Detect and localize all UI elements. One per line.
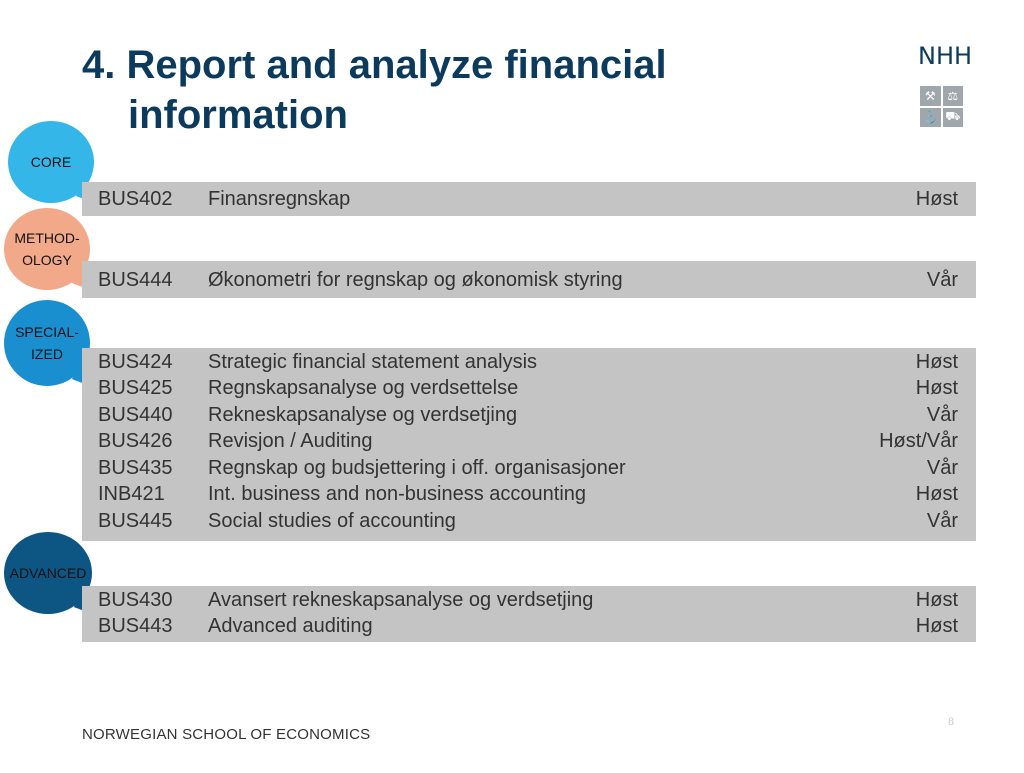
course-term: Høst (915, 377, 958, 400)
course-row: INB421 Int. business and non-business ac… (82, 482, 976, 509)
course-row: BUS430 Avansert rekneskapsanalyse og ver… (82, 587, 976, 614)
category-label-specialized: SPECIAL- IZED (15, 324, 79, 362)
course-code: BUS430 (98, 588, 173, 611)
vehicle-icon: ⛟ (942, 107, 963, 127)
course-row: BUS402 Finansregnskap Høst (82, 186, 976, 213)
course-code: BUS402 (98, 187, 173, 210)
nhh-logo-text: NHH (918, 42, 973, 70)
course-name: Advanced auditing (208, 615, 373, 638)
course-row: BUS445 Social studies of accounting Vår (82, 508, 976, 535)
course-name: Rekneskapsanalyse og verdsetjing (208, 403, 518, 426)
course-code: BUS445 (98, 509, 173, 532)
course-name: Social studies of accounting (208, 509, 456, 532)
course-row: BUS444 Økonometri for regnskap og økonom… (82, 267, 976, 294)
nhh-logo-emblem: ⚒ ⚖ ⚓ ⛟ (920, 86, 963, 127)
course-code: BUS443 (98, 615, 173, 638)
course-row: BUS424 Strategic financial statement ana… (82, 349, 976, 376)
course-band-specialized: BUS424 Strategic financial statement ana… (82, 348, 976, 541)
course-row: BUS443 Advanced auditing Høst (82, 614, 976, 641)
course-code: BUS425 (98, 377, 173, 400)
course-name: Revisjon / Auditing (208, 430, 373, 453)
course-name: Strategic financial statement analysis (208, 350, 538, 373)
course-term: Vår (926, 268, 958, 291)
course-code: BUS440 (98, 403, 173, 426)
course-band-advanced: BUS430 Avansert rekneskapsanalyse og ver… (82, 586, 976, 642)
course-band-core: BUS402 Finansregnskap Høst (82, 182, 976, 216)
course-term: Høst (915, 483, 958, 506)
course-code: INB421 (98, 483, 165, 506)
footer-school-name: NORWEGIAN SCHOOL OF ECONOMICS (82, 726, 371, 743)
category-bubble-specialized: SPECIAL- IZED (4, 300, 90, 386)
course-term: Høst (915, 187, 958, 210)
course-name: Økonometri for regnskap og økonomisk sty… (208, 268, 623, 291)
course-code: BUS435 (98, 456, 173, 479)
category-label-methodology: METHOD- OLOGY (14, 230, 80, 268)
course-row: BUS426 Revisjon / Auditing Høst/Vår (82, 429, 976, 456)
slide-title-line-2: information (128, 93, 348, 137)
course-term: Høst/Vår (879, 430, 958, 453)
course-row: BUS425 Regnskapsanalyse og verdsettelse … (82, 376, 976, 403)
course-code: BUS424 (98, 350, 173, 373)
course-term: Vår (926, 456, 958, 479)
course-name: Regnskap og budsjettering i off. organis… (208, 456, 626, 479)
course-name: Avansert rekneskapsanalyse og verdsetjin… (208, 588, 594, 611)
slide-title-line-1: 4. Report and analyze financial (82, 43, 667, 87)
scales-icon: ⚖ (942, 86, 963, 106)
course-term: Vår (926, 509, 958, 532)
anchor-icon: ⚓ (920, 107, 941, 127)
course-term: Høst (915, 615, 958, 638)
category-bubble-core: CORE (8, 121, 94, 203)
course-term: Høst (915, 588, 958, 611)
course-term: Høst (915, 350, 958, 373)
hammer-icon: ⚒ (920, 86, 941, 106)
category-bubble-advanced: ADVANCED (4, 532, 92, 614)
slide-title: 4. Report and analyze financial informat… (82, 40, 802, 140)
category-label-core: CORE (30, 154, 72, 170)
course-term: Vår (926, 403, 958, 426)
course-name: Finansregnskap (208, 187, 351, 210)
course-code: BUS426 (98, 430, 173, 453)
course-band-methodology: BUS444 Økonometri for regnskap og økonom… (82, 261, 976, 298)
course-row: BUS440 Rekneskapsanalyse og verdsetjing … (82, 402, 976, 429)
page-number: 8 (948, 714, 954, 728)
category-label-advanced: ADVANCED (9, 565, 87, 581)
course-row: BUS435 Regnskap og budsjettering i off. … (82, 455, 976, 482)
course-code: BUS444 (98, 268, 173, 291)
category-bubble-methodology: METHOD- OLOGY (4, 208, 90, 290)
course-name: Int. business and non-business accountin… (208, 483, 587, 506)
course-name: Regnskapsanalyse og verdsettelse (208, 377, 519, 400)
